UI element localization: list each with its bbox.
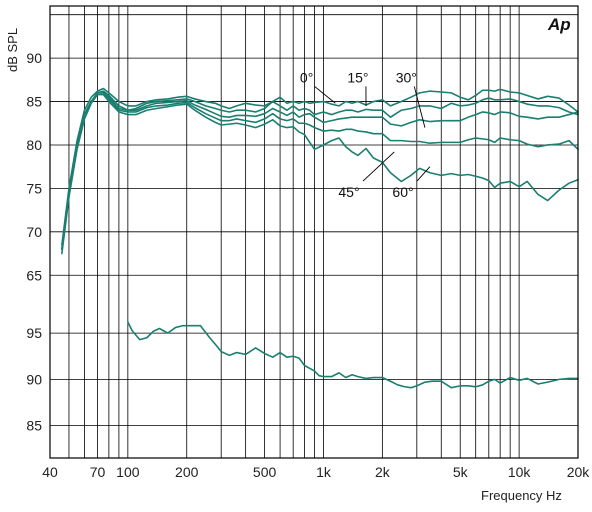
series-group [61, 87, 579, 389]
y-tick-label: 90 [26, 50, 42, 66]
annotation-label: 60° [392, 184, 413, 200]
y-tick-label: 90 [26, 371, 42, 387]
y-tick-label: 70 [26, 224, 42, 240]
x-tick-label: 100 [116, 464, 140, 480]
x-tick-label: 70 [90, 464, 106, 480]
y-tick-label: 85 [26, 94, 42, 110]
upper-series-0deg [61, 87, 579, 246]
x-tick-label: 10k [508, 464, 532, 480]
x-tick-label: 40 [42, 464, 58, 480]
annotation-leader [413, 86, 426, 128]
annotation-group: 0° 15° 30° 45° 60° [300, 69, 431, 200]
annotation-leader [362, 151, 395, 182]
plot-frame [49, 5, 579, 459]
x-tick-label: 200 [175, 464, 199, 480]
ap-logo: Ap [547, 15, 571, 34]
x-tick-label: 2k [375, 464, 391, 480]
annotation-label: 30° [396, 69, 417, 85]
upper-series-45deg [61, 92, 579, 250]
y-tick-label: 85 [26, 418, 42, 434]
tick-labels: 65 70 75 80 85 90 85 90 95 40 70 100 200 500 1k 2k 5k 10k… [26, 50, 590, 480]
y-tick-label: 65 [26, 267, 42, 283]
upper-series-15deg [61, 90, 579, 250]
x-tick-label: 5k [453, 464, 469, 480]
x-tick-label: 500 [253, 464, 277, 480]
grid [49, 6, 579, 458]
y-tick-label: 95 [26, 325, 42, 341]
upper-series-30deg [61, 92, 579, 250]
y-axis-label: dB SPL [5, 28, 20, 72]
x-tick-label: 1k [316, 464, 332, 480]
annotation-label: 45° [338, 184, 359, 200]
annotation-leader [416, 166, 431, 182]
x-tick-label: 20k [567, 464, 591, 480]
annotation-leader [314, 86, 336, 104]
y-tick-label: 80 [26, 137, 42, 153]
x-axis-label: Frequency Hz [481, 488, 562, 503]
upper-series-60deg [61, 93, 579, 255]
lower-series-line [127, 321, 579, 389]
annotation-label: 0° [300, 69, 313, 85]
annotation-label: 15° [347, 69, 368, 85]
y-tick-label: 75 [26, 180, 42, 196]
